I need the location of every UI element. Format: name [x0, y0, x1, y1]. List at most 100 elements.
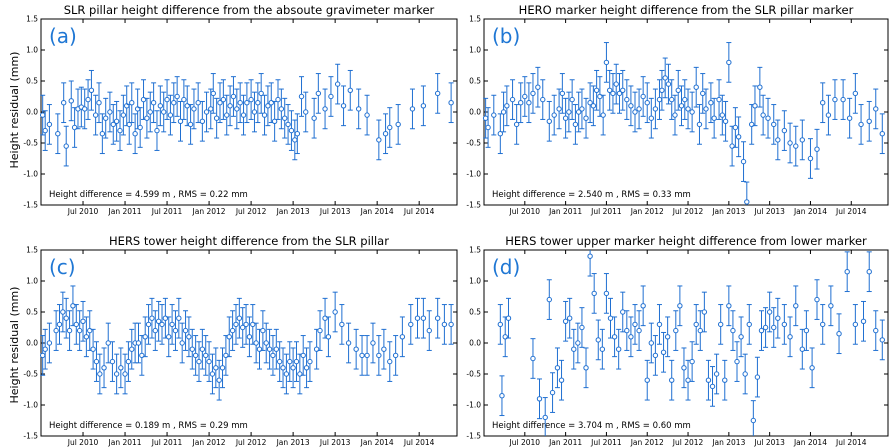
data-point: [113, 118, 120, 125]
data-point: [298, 93, 305, 100]
data-point: [566, 109, 572, 115]
data-point: [246, 334, 253, 340]
plot-frame: [483, 249, 889, 437]
data-point: [340, 103, 347, 109]
data-point: [129, 100, 135, 106]
data-point: [689, 109, 695, 115]
data-point: [742, 371, 748, 377]
data-point: [273, 346, 280, 352]
y-tick-label: 0.0: [26, 108, 38, 117]
data-point: [713, 371, 720, 377]
data-point: [709, 383, 716, 390]
x-tick-label: Jul 2013: [753, 438, 785, 447]
data-point: [399, 334, 406, 340]
data-point: [76, 327, 83, 334]
data-point: [191, 106, 197, 112]
x-tick-label: Jul 2014: [403, 438, 435, 447]
data-point: [689, 358, 695, 365]
data-point: [147, 109, 153, 115]
data-point: [587, 253, 593, 259]
y-tick-label: -1.5: [466, 432, 481, 441]
data-point: [164, 96, 170, 103]
data-point: [873, 327, 879, 334]
data-point: [266, 346, 273, 352]
data-point: [696, 121, 703, 128]
plot-frame: [483, 18, 889, 206]
data-point: [734, 358, 740, 365]
data-point: [758, 327, 765, 334]
data-point: [757, 84, 763, 90]
data-point: [109, 358, 116, 365]
data-point: [675, 87, 681, 94]
data-point: [118, 365, 124, 371]
data-point: [873, 106, 879, 112]
data-point: [126, 121, 132, 128]
data-point: [376, 137, 382, 143]
data-point: [740, 158, 747, 165]
data-point: [591, 290, 597, 297]
data-point: [220, 96, 227, 103]
x-tick-label: Jan 2011: [548, 438, 582, 447]
data-point: [656, 321, 663, 328]
data-point: [110, 121, 116, 128]
data-point: [771, 324, 777, 331]
data-point: [280, 365, 286, 371]
data-point: [708, 100, 714, 106]
data-point: [120, 112, 127, 118]
data-point: [347, 87, 353, 94]
data-point: [719, 112, 726, 118]
data-point: [766, 309, 773, 315]
data-point: [135, 340, 142, 346]
data-point: [219, 365, 226, 371]
data-point: [803, 327, 810, 334]
data-point: [866, 269, 872, 275]
data-point: [227, 103, 233, 109]
data-point: [546, 296, 552, 303]
data-point: [693, 84, 699, 90]
data-point: [39, 112, 46, 118]
data-point: [799, 137, 806, 143]
data-point: [60, 309, 66, 315]
data-point: [672, 112, 678, 118]
data-point: [575, 340, 581, 346]
data-point: [607, 315, 614, 321]
data-point: [595, 337, 601, 343]
data-point: [551, 112, 557, 118]
data-point: [611, 334, 618, 340]
data-point: [497, 131, 504, 137]
data-point: [317, 327, 323, 334]
data-point: [781, 321, 788, 328]
data-point: [122, 371, 128, 377]
data-point: [504, 103, 510, 109]
data-point: [652, 352, 659, 359]
data-point: [332, 309, 338, 315]
y-tick-label: 0.0: [469, 108, 481, 117]
data-point: [703, 106, 709, 112]
data-point: [554, 365, 561, 371]
data-point: [283, 371, 290, 377]
data-point: [640, 93, 646, 100]
data-point: [97, 371, 103, 377]
x-tick-label: Jul 2010: [509, 438, 541, 447]
data-point: [233, 321, 239, 328]
y-tick-label: -1.5: [23, 201, 38, 210]
y-tick-label: 1.0: [26, 46, 38, 55]
data-point: [562, 318, 569, 324]
data-point: [253, 340, 259, 346]
data-point: [42, 346, 48, 352]
data-point: [303, 109, 309, 115]
panel-title: HERS tower height difference from the SL…: [109, 234, 389, 248]
data-point: [278, 106, 285, 112]
y-tick-label: -0.5: [466, 370, 481, 379]
data-point: [152, 327, 158, 334]
data-point: [579, 324, 585, 331]
x-tick-label: Jul 2013: [319, 207, 351, 216]
data-point: [408, 321, 414, 328]
x-tick-label: Jan 2013: [276, 207, 310, 216]
data-point: [93, 358, 100, 365]
data-point: [448, 100, 454, 106]
data-point: [730, 327, 736, 334]
y-tick-label: 0.5: [469, 77, 481, 86]
data-point: [199, 118, 206, 125]
x-tick-label: Jan 2011: [108, 207, 142, 216]
